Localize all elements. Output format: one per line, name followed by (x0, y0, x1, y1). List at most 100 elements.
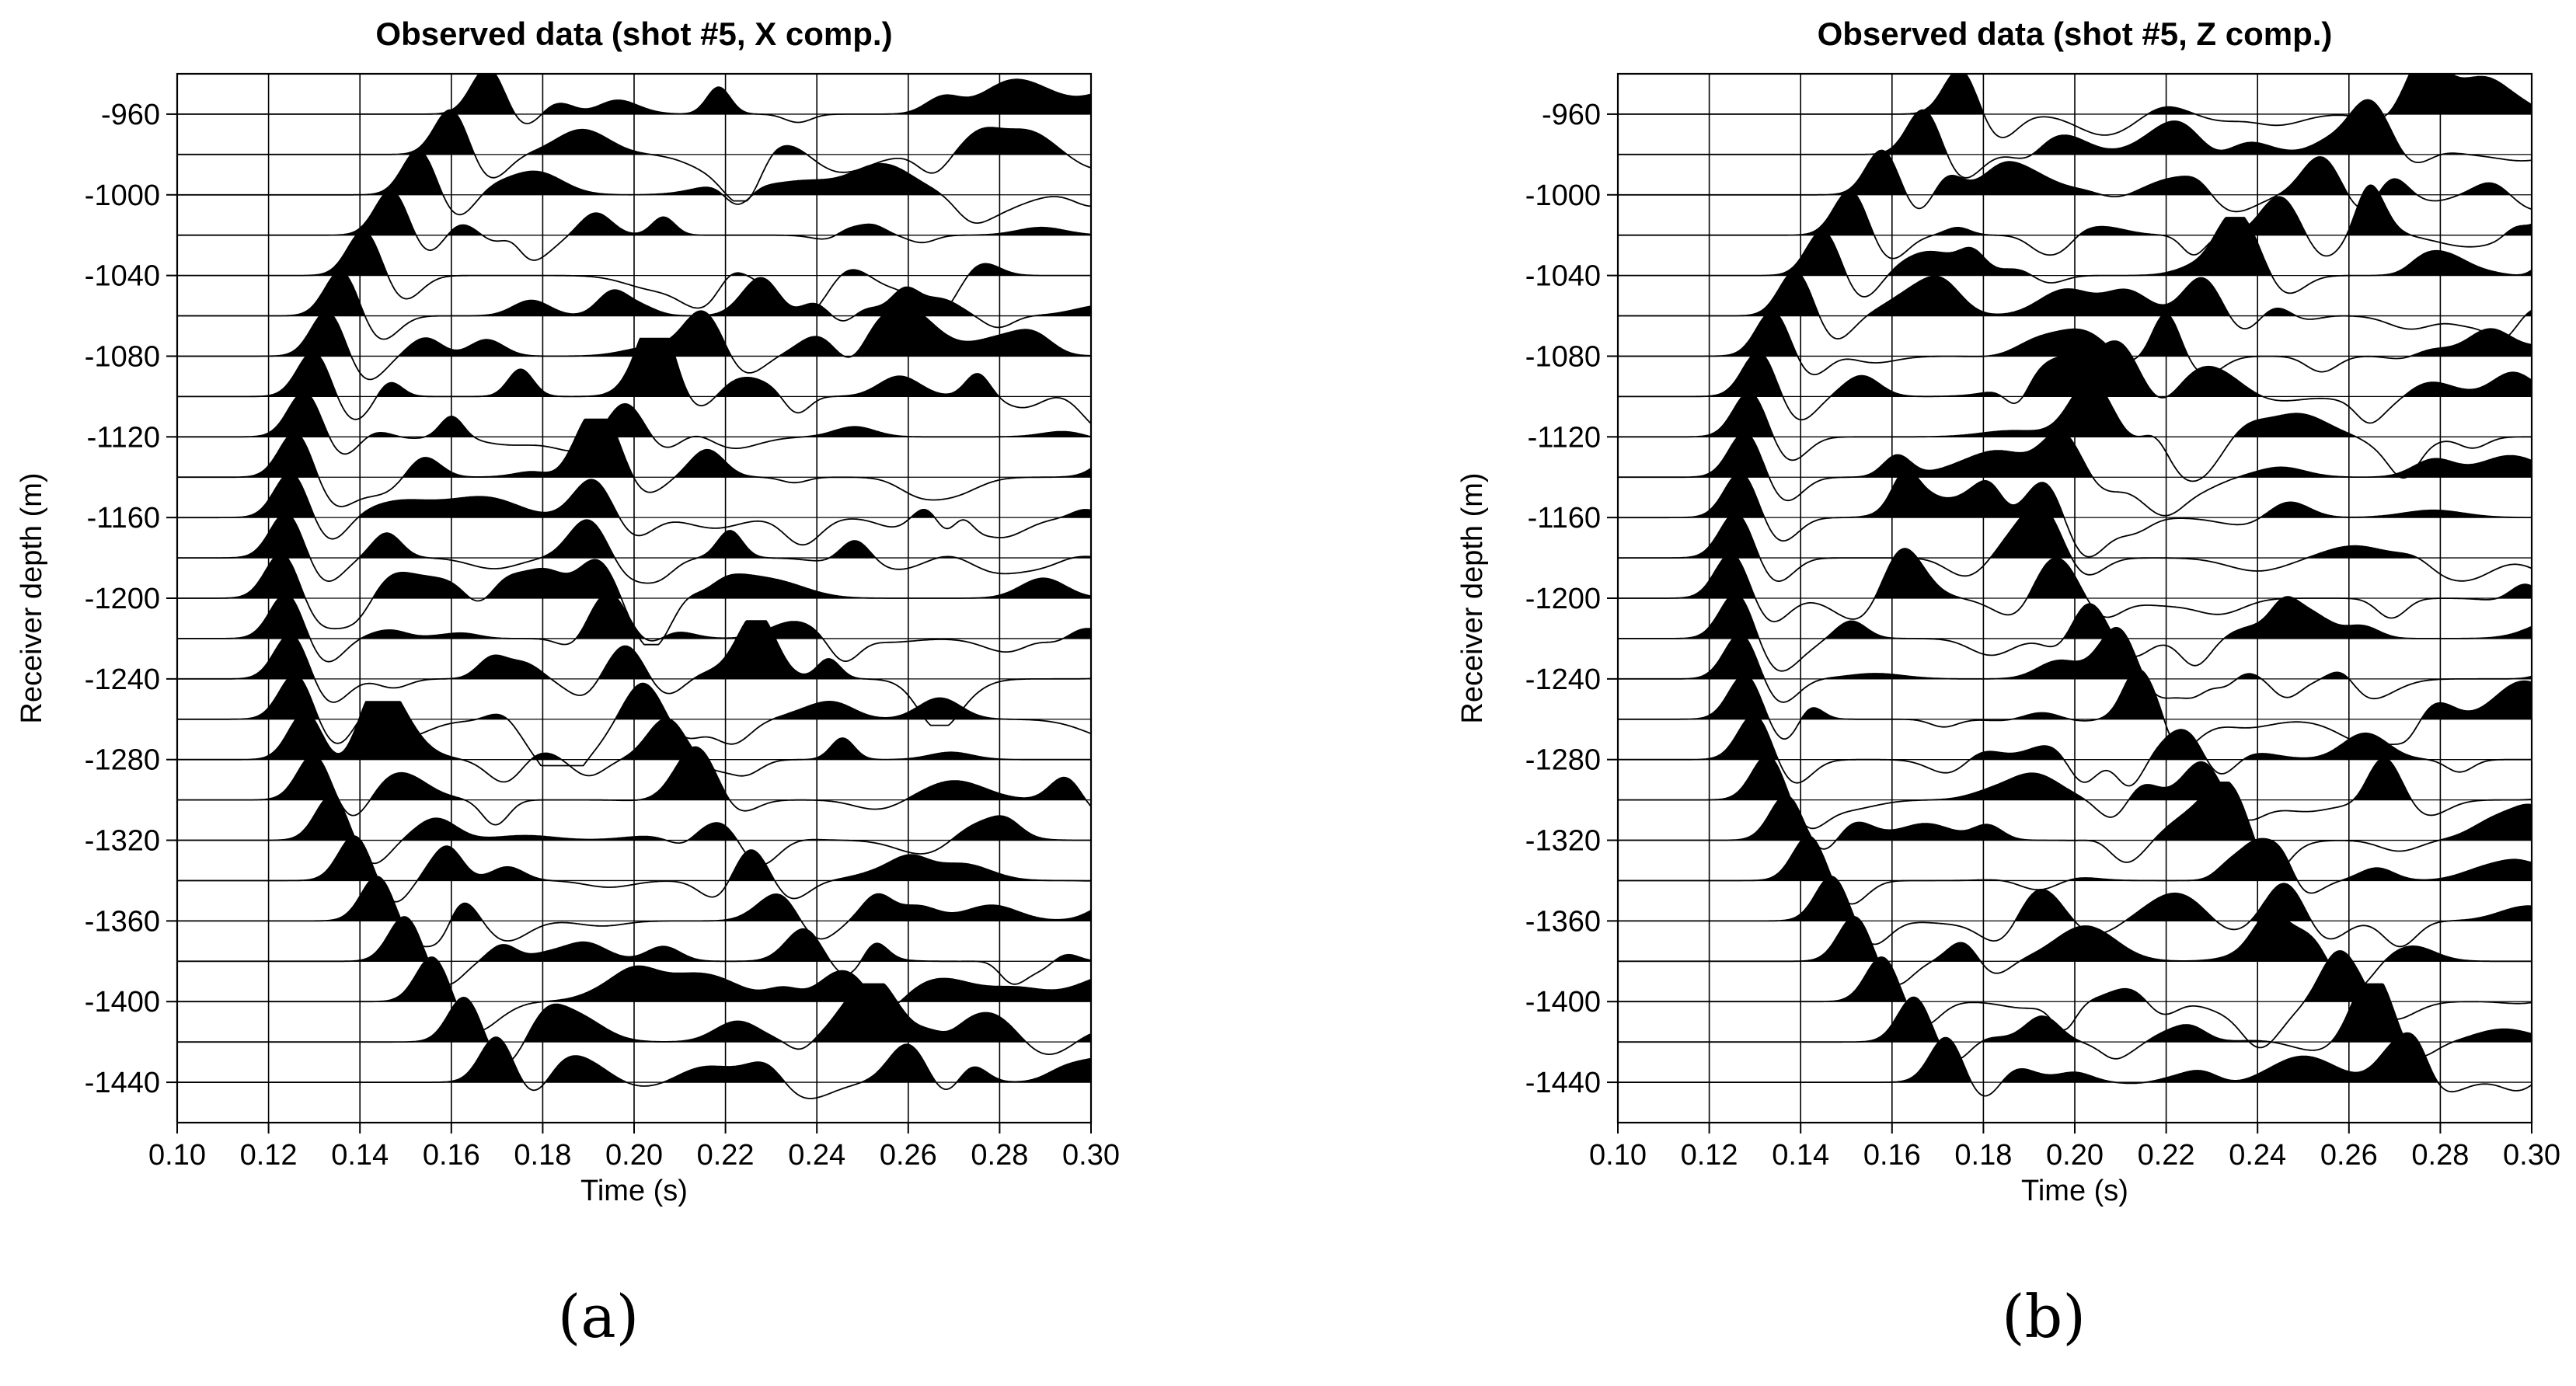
x-tick-label: 0.28 (971, 1139, 1028, 1172)
x-tick-label: 0.10 (148, 1139, 206, 1172)
trace-fill (177, 150, 1091, 195)
x-tick-label: 0.24 (788, 1139, 845, 1172)
trace-wiggle (177, 876, 1091, 948)
trace-wiggle (1618, 911, 2532, 992)
trace-wiggle (1618, 835, 2532, 905)
plot-frame (176, 72, 1093, 1124)
trace-fill (1618, 911, 2532, 962)
trace-wiggle (177, 512, 1091, 584)
y-tick-label: -1280 (1525, 744, 1601, 777)
x-tick-label: 0.10 (1589, 1139, 1647, 1172)
x-tick-label: 0.22 (697, 1139, 755, 1172)
trace-fill (1618, 669, 2532, 719)
trace-fill (177, 110, 1091, 155)
trace-wiggle (177, 472, 1091, 546)
trace-fill (177, 419, 1091, 478)
trace-wiggle (177, 74, 1091, 124)
trace-wiggle (1618, 310, 2532, 375)
trace-fill (177, 271, 1091, 316)
y-tick-label: -1120 (87, 421, 160, 454)
x-tick-label: 0.30 (2503, 1139, 2560, 1172)
y-tick-label: -1440 (1525, 1067, 1601, 1099)
trace-wiggle (177, 592, 1091, 663)
y-tick-label: -1160 (1528, 502, 1601, 535)
trace-fill (177, 747, 1091, 800)
trace-wiggle (1618, 714, 2532, 787)
trace-fill (177, 513, 1091, 559)
trace-fill (177, 702, 1091, 760)
trace-wiggle (1618, 503, 2532, 582)
y-tick-label: -1200 (85, 583, 160, 615)
trace-wiggle (177, 149, 1091, 224)
trace-wiggle (1618, 468, 2532, 558)
panel-z-component: Observed data (shot #5, Z comp.) 0.10 0.12… (1456, 16, 2560, 1207)
trace-wiggle (177, 746, 1091, 826)
trace-wiggle (1618, 548, 2532, 623)
trace-wiggle (177, 835, 1091, 903)
y-tick-label: -1440 (85, 1067, 160, 1099)
x-tick-label: 0.24 (2229, 1139, 2286, 1172)
trace-wiggle (177, 916, 1091, 986)
trace-fill (177, 553, 1091, 598)
trace-wiggle (177, 337, 1091, 424)
panel-x-component: Observed data (shot #5, X comp.) 0.10 0.12… (16, 16, 1120, 1207)
traces (1618, 74, 2532, 1097)
y-tick-label: -1360 (85, 905, 160, 938)
y-tick-label: -1240 (85, 663, 160, 696)
trace-fill (177, 307, 1091, 357)
trace-fill (1618, 150, 2532, 195)
trace-wiggle (177, 983, 1091, 1064)
trace-wiggle (1618, 184, 2532, 259)
trace-wiggle (1618, 340, 2532, 424)
trace-wiggle (1618, 379, 2532, 482)
trace-wiggle (1618, 1032, 2532, 1097)
trace-wiggle (177, 270, 1091, 340)
trace-fill (177, 190, 1091, 235)
x-tick-label: 0.14 (1772, 1139, 1829, 1172)
trace-wiggle (1618, 270, 2532, 340)
x-tick-label: 0.26 (2320, 1139, 2378, 1172)
trace-fill (1618, 548, 2532, 598)
y-tick-label: -1320 (1525, 825, 1601, 858)
trace-wiggle (177, 418, 1091, 507)
trace-wiggle (177, 701, 1091, 783)
y-tick-label: -960 (1542, 99, 1601, 131)
trace-fill (177, 984, 1091, 1043)
trace-wiggle (177, 190, 1091, 261)
trace-wiggle (177, 674, 1091, 767)
trace-fill (177, 1037, 1091, 1083)
plot-frame (1616, 72, 2533, 1124)
x-tick-label: 0.16 (423, 1139, 480, 1172)
y-tick-label: -1400 (85, 986, 160, 1019)
trace-fill (1618, 185, 2532, 235)
trace-fill (177, 836, 1091, 881)
y-tick-label: -1080 (1525, 340, 1601, 373)
y-tick-label: -1120 (1528, 421, 1601, 454)
trace-wiggle (177, 1036, 1091, 1099)
x-tick-label: 0.30 (1062, 1139, 1120, 1172)
y-axis-label: Receiver depth (m) (1456, 472, 1489, 723)
trace-fill (177, 74, 1091, 114)
trace-fill (177, 472, 1091, 518)
y-tick-label: -1000 (1525, 179, 1601, 212)
y-tick-label: -1400 (1525, 986, 1601, 1019)
chart-title: Observed data (shot #5, Z comp.) (1818, 16, 2333, 52)
x-tick-label: 0.20 (605, 1139, 663, 1172)
panel-label-b: (b) (2002, 1282, 2086, 1351)
y-tick-label: -1000 (85, 179, 160, 212)
traces (177, 74, 1091, 1099)
trace-fill (1618, 99, 2532, 155)
y-tick-label: -1280 (85, 744, 160, 777)
trace-fill (177, 674, 1091, 719)
y-axis-label: Receiver depth (m) (16, 472, 48, 723)
trace-wiggle (1618, 593, 2532, 672)
x-tick-label: 0.16 (1863, 1139, 1921, 1172)
chart-title: Observed data (shot #5, X comp.) (375, 16, 892, 52)
trace-wiggle (177, 620, 1091, 726)
trace-wiggle (177, 956, 1091, 1032)
trace-wiggle (1618, 754, 2532, 830)
trace-fill (177, 593, 1091, 639)
trace-wiggle (1618, 149, 2532, 213)
trace-fill (1618, 311, 2532, 357)
trace-fill (1618, 836, 2532, 881)
